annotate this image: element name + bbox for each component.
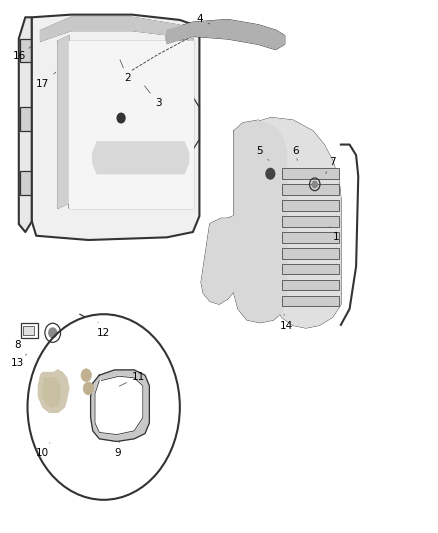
FancyBboxPatch shape xyxy=(20,171,31,195)
Polygon shape xyxy=(43,378,60,407)
Polygon shape xyxy=(201,216,234,304)
Circle shape xyxy=(83,382,94,395)
Bar xyxy=(282,216,339,227)
Text: 6: 6 xyxy=(292,146,298,160)
Polygon shape xyxy=(95,376,143,434)
Text: 9: 9 xyxy=(115,441,121,458)
Polygon shape xyxy=(32,14,199,240)
Circle shape xyxy=(81,369,92,382)
Text: 4: 4 xyxy=(196,14,210,24)
Polygon shape xyxy=(69,41,193,208)
Polygon shape xyxy=(41,17,193,41)
Text: 2: 2 xyxy=(120,60,131,83)
Text: 14: 14 xyxy=(280,314,293,331)
Bar xyxy=(21,323,38,338)
Bar xyxy=(282,280,339,290)
Bar xyxy=(282,200,339,211)
Polygon shape xyxy=(58,36,69,208)
Circle shape xyxy=(28,314,180,500)
Polygon shape xyxy=(91,370,149,441)
Circle shape xyxy=(117,114,125,123)
Polygon shape xyxy=(93,142,188,174)
Polygon shape xyxy=(167,20,284,49)
Bar xyxy=(282,232,339,243)
Bar xyxy=(282,168,339,179)
Text: 7: 7 xyxy=(325,157,336,174)
Bar xyxy=(282,296,339,306)
Circle shape xyxy=(49,328,57,337)
Polygon shape xyxy=(19,17,32,232)
Polygon shape xyxy=(245,118,341,327)
Text: 1: 1 xyxy=(330,227,340,243)
Circle shape xyxy=(312,181,318,188)
Text: 16: 16 xyxy=(13,46,31,61)
Text: 10: 10 xyxy=(36,443,50,458)
FancyBboxPatch shape xyxy=(20,108,31,131)
Text: 3: 3 xyxy=(145,86,161,108)
Text: 11: 11 xyxy=(119,372,145,386)
Circle shape xyxy=(266,168,275,179)
Bar xyxy=(282,184,339,195)
Bar xyxy=(282,248,339,259)
Bar xyxy=(282,264,339,274)
Polygon shape xyxy=(234,120,286,322)
Text: 17: 17 xyxy=(36,72,56,88)
Polygon shape xyxy=(39,370,69,413)
FancyBboxPatch shape xyxy=(20,38,31,62)
Bar xyxy=(23,326,35,335)
Text: 12: 12 xyxy=(97,322,110,338)
Text: 8: 8 xyxy=(14,338,26,350)
Text: 13: 13 xyxy=(11,354,27,368)
Text: 5: 5 xyxy=(257,146,269,160)
